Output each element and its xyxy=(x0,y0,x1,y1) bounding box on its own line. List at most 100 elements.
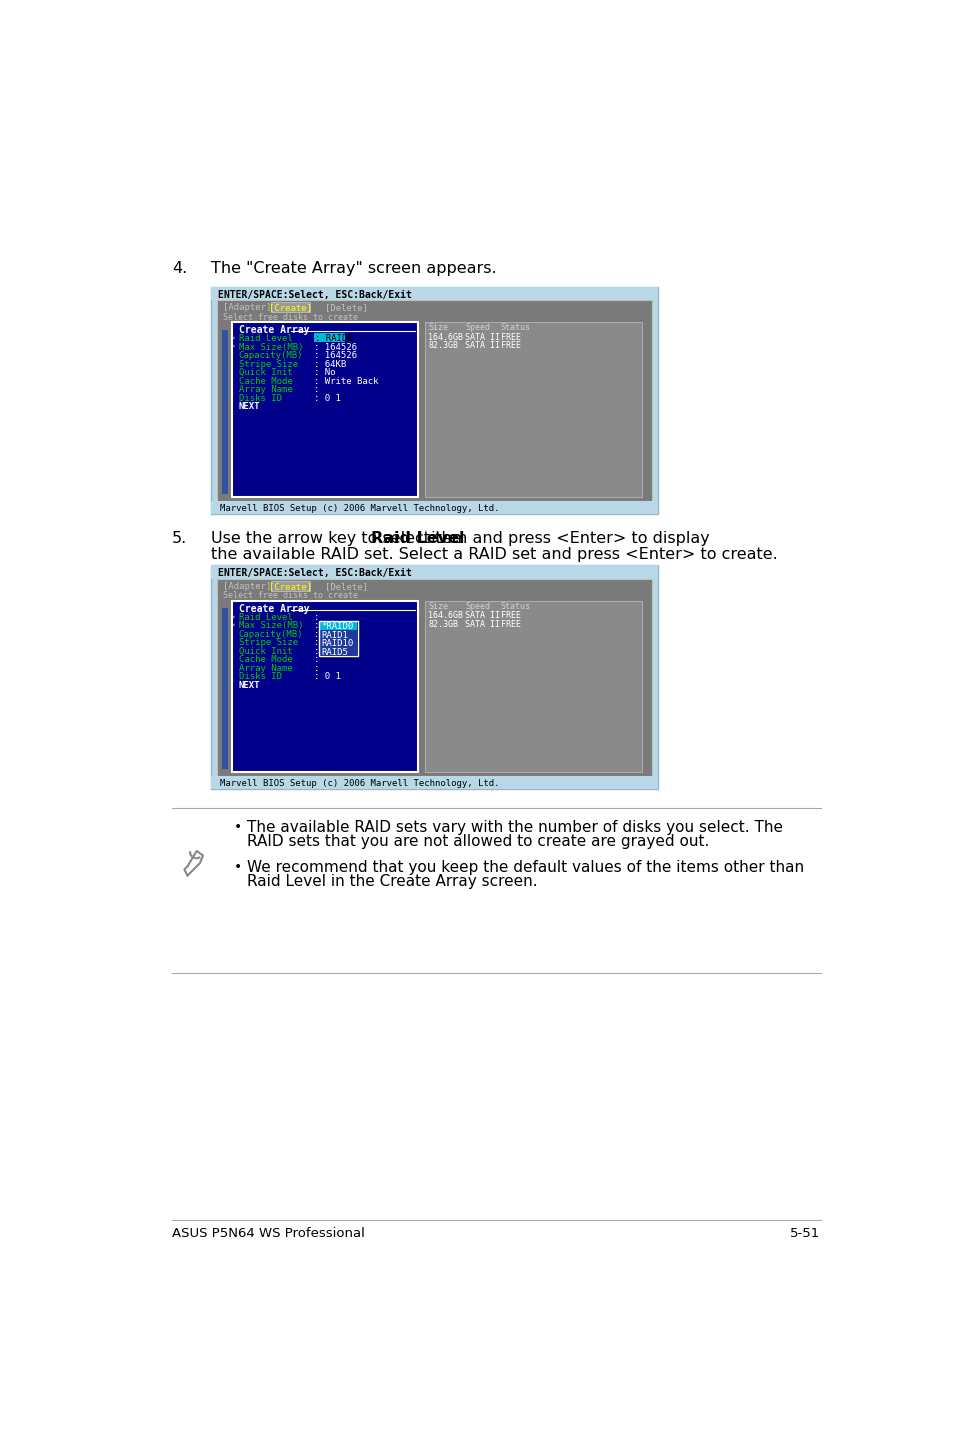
Text: *RAID0: *RAID0 xyxy=(321,623,354,631)
Text: *: * xyxy=(229,614,234,624)
Text: 5-51: 5-51 xyxy=(789,1228,820,1241)
Text: 82.3GB: 82.3GB xyxy=(428,341,458,351)
Text: :: : xyxy=(314,638,319,647)
Text: Disks ID: Disks ID xyxy=(238,673,281,682)
Text: NEXT: NEXT xyxy=(238,403,260,411)
Text: : 164526: : 164526 xyxy=(314,342,356,352)
Bar xyxy=(319,630,356,638)
Text: :: : xyxy=(314,630,319,638)
Text: item and press <Enter> to display: item and press <Enter> to display xyxy=(425,532,709,546)
Text: Select free disks to create: Select free disks to create xyxy=(223,312,357,322)
Text: Stripe Size: Stripe Size xyxy=(238,360,297,368)
Bar xyxy=(271,581,310,591)
Text: Capacity(MB): Capacity(MB) xyxy=(238,630,303,638)
Text: :: : xyxy=(314,613,319,623)
Text: Raid Level in the Create Array screen.: Raid Level in the Create Array screen. xyxy=(247,874,537,889)
Bar xyxy=(319,621,357,656)
Text: Status: Status xyxy=(500,324,530,332)
Text: We recommend that you keep the default values of the items other than: We recommend that you keep the default v… xyxy=(247,860,803,876)
Bar xyxy=(211,777,658,788)
Text: : 0 1: : 0 1 xyxy=(314,673,340,682)
Text: ENTER/SPACE:Select, ESC:Back/Exit: ENTER/SPACE:Select, ESC:Back/Exit xyxy=(218,568,412,578)
Text: Marvell BIOS Setup (c) 2006 Marvell Technology, Ltd.: Marvell BIOS Setup (c) 2006 Marvell Tech… xyxy=(220,778,499,788)
Text: Raid Level: Raid Level xyxy=(238,613,292,623)
Bar xyxy=(211,565,658,580)
Text: :: : xyxy=(314,664,319,673)
Text: Capacity(MB): Capacity(MB) xyxy=(238,351,303,360)
Text: Quick Init: Quick Init xyxy=(238,368,292,377)
Text: *: * xyxy=(229,344,234,354)
Text: 164.6GB: 164.6GB xyxy=(428,332,463,342)
Bar xyxy=(319,647,356,656)
Text: ENTER/SPACE:Select, ESC:Back/Exit: ENTER/SPACE:Select, ESC:Back/Exit xyxy=(218,289,412,299)
Bar xyxy=(424,601,641,772)
Text: SATA II: SATA II xyxy=(464,332,499,342)
Text: Create Array: Create Array xyxy=(238,604,309,614)
Text: Array Name: Array Name xyxy=(238,385,292,394)
Text: [Adapter]: [Adapter] xyxy=(223,582,272,591)
Text: :: : xyxy=(314,647,319,656)
Text: 5.: 5. xyxy=(172,532,187,546)
Text: 82.3GB: 82.3GB xyxy=(428,620,458,628)
Bar xyxy=(233,601,418,772)
Text: Status: Status xyxy=(500,603,530,611)
Bar xyxy=(211,286,658,513)
Text: Raid Level: Raid Level xyxy=(371,532,464,546)
Text: Use the arrow key to select the: Use the arrow key to select the xyxy=(211,532,466,546)
Text: :: : xyxy=(314,621,319,630)
Text: [Create]: [Create] xyxy=(269,582,312,591)
Text: SATA II: SATA II xyxy=(464,611,499,620)
Text: Size: Size xyxy=(428,324,448,332)
Text: Stripe Size: Stripe Size xyxy=(238,638,297,647)
Text: : 164526: : 164526 xyxy=(314,351,356,360)
Text: : No: : No xyxy=(314,368,335,377)
Text: :: : xyxy=(314,385,319,394)
Text: FREE: FREE xyxy=(500,341,520,351)
Text: FREE: FREE xyxy=(500,611,520,620)
Text: *: * xyxy=(229,623,234,633)
Bar xyxy=(211,565,658,788)
Text: The available RAID sets vary with the number of disks you select. The: The available RAID sets vary with the nu… xyxy=(247,820,782,835)
Bar xyxy=(424,322,641,496)
Text: Marvell BIOS Setup (c) 2006 Marvell Technology, Ltd.: Marvell BIOS Setup (c) 2006 Marvell Tech… xyxy=(220,503,499,513)
Text: The "Create Array" screen appears.: The "Create Array" screen appears. xyxy=(211,262,496,276)
Bar xyxy=(271,302,310,312)
Text: Select free disks to create: Select free disks to create xyxy=(223,591,357,601)
Bar xyxy=(216,301,651,502)
Text: [Delete]: [Delete] xyxy=(325,582,368,591)
Bar xyxy=(216,580,651,777)
Text: SATA II: SATA II xyxy=(464,620,499,628)
Text: NEXT: NEXT xyxy=(238,680,260,690)
Text: Create Array: Create Array xyxy=(238,325,309,335)
Bar xyxy=(221,329,228,493)
Text: Speed: Speed xyxy=(464,603,490,611)
Text: RAID1: RAID1 xyxy=(321,631,348,640)
Bar xyxy=(314,334,344,342)
Text: Max Size(MB): Max Size(MB) xyxy=(238,621,303,630)
Text: 4.: 4. xyxy=(172,262,187,276)
Text: : Write Back: : Write Back xyxy=(314,377,378,385)
Text: RAID5: RAID5 xyxy=(321,647,348,657)
Text: FREE: FREE xyxy=(500,620,520,628)
Text: Speed: Speed xyxy=(464,324,490,332)
Text: •: • xyxy=(233,860,242,874)
Text: 164.6GB: 164.6GB xyxy=(428,611,463,620)
Bar xyxy=(233,322,418,496)
Text: •: • xyxy=(233,820,242,834)
Text: : 64KB: : 64KB xyxy=(314,360,346,368)
Text: RAID sets that you are not allowed to create are grayed out.: RAID sets that you are not allowed to cr… xyxy=(247,834,709,848)
Text: RAID10: RAID10 xyxy=(321,638,354,649)
Text: [Adapter]: [Adapter] xyxy=(223,303,272,312)
Text: Raid Level: Raid Level xyxy=(238,334,292,344)
Text: the available RAID set. Select a RAID set and press <Enter> to create.: the available RAID set. Select a RAID se… xyxy=(211,546,777,562)
Text: : RAID0: : RAID0 xyxy=(315,334,353,344)
Text: : 0 1: : 0 1 xyxy=(314,394,340,403)
Bar xyxy=(319,638,356,647)
Text: FREE: FREE xyxy=(500,332,520,342)
Text: Quick Init: Quick Init xyxy=(238,647,292,656)
Bar xyxy=(211,502,658,513)
Text: Array Name: Array Name xyxy=(238,664,292,673)
Text: Cache Mode: Cache Mode xyxy=(238,377,292,385)
Bar xyxy=(221,608,228,768)
Text: [Delete]: [Delete] xyxy=(325,303,368,312)
